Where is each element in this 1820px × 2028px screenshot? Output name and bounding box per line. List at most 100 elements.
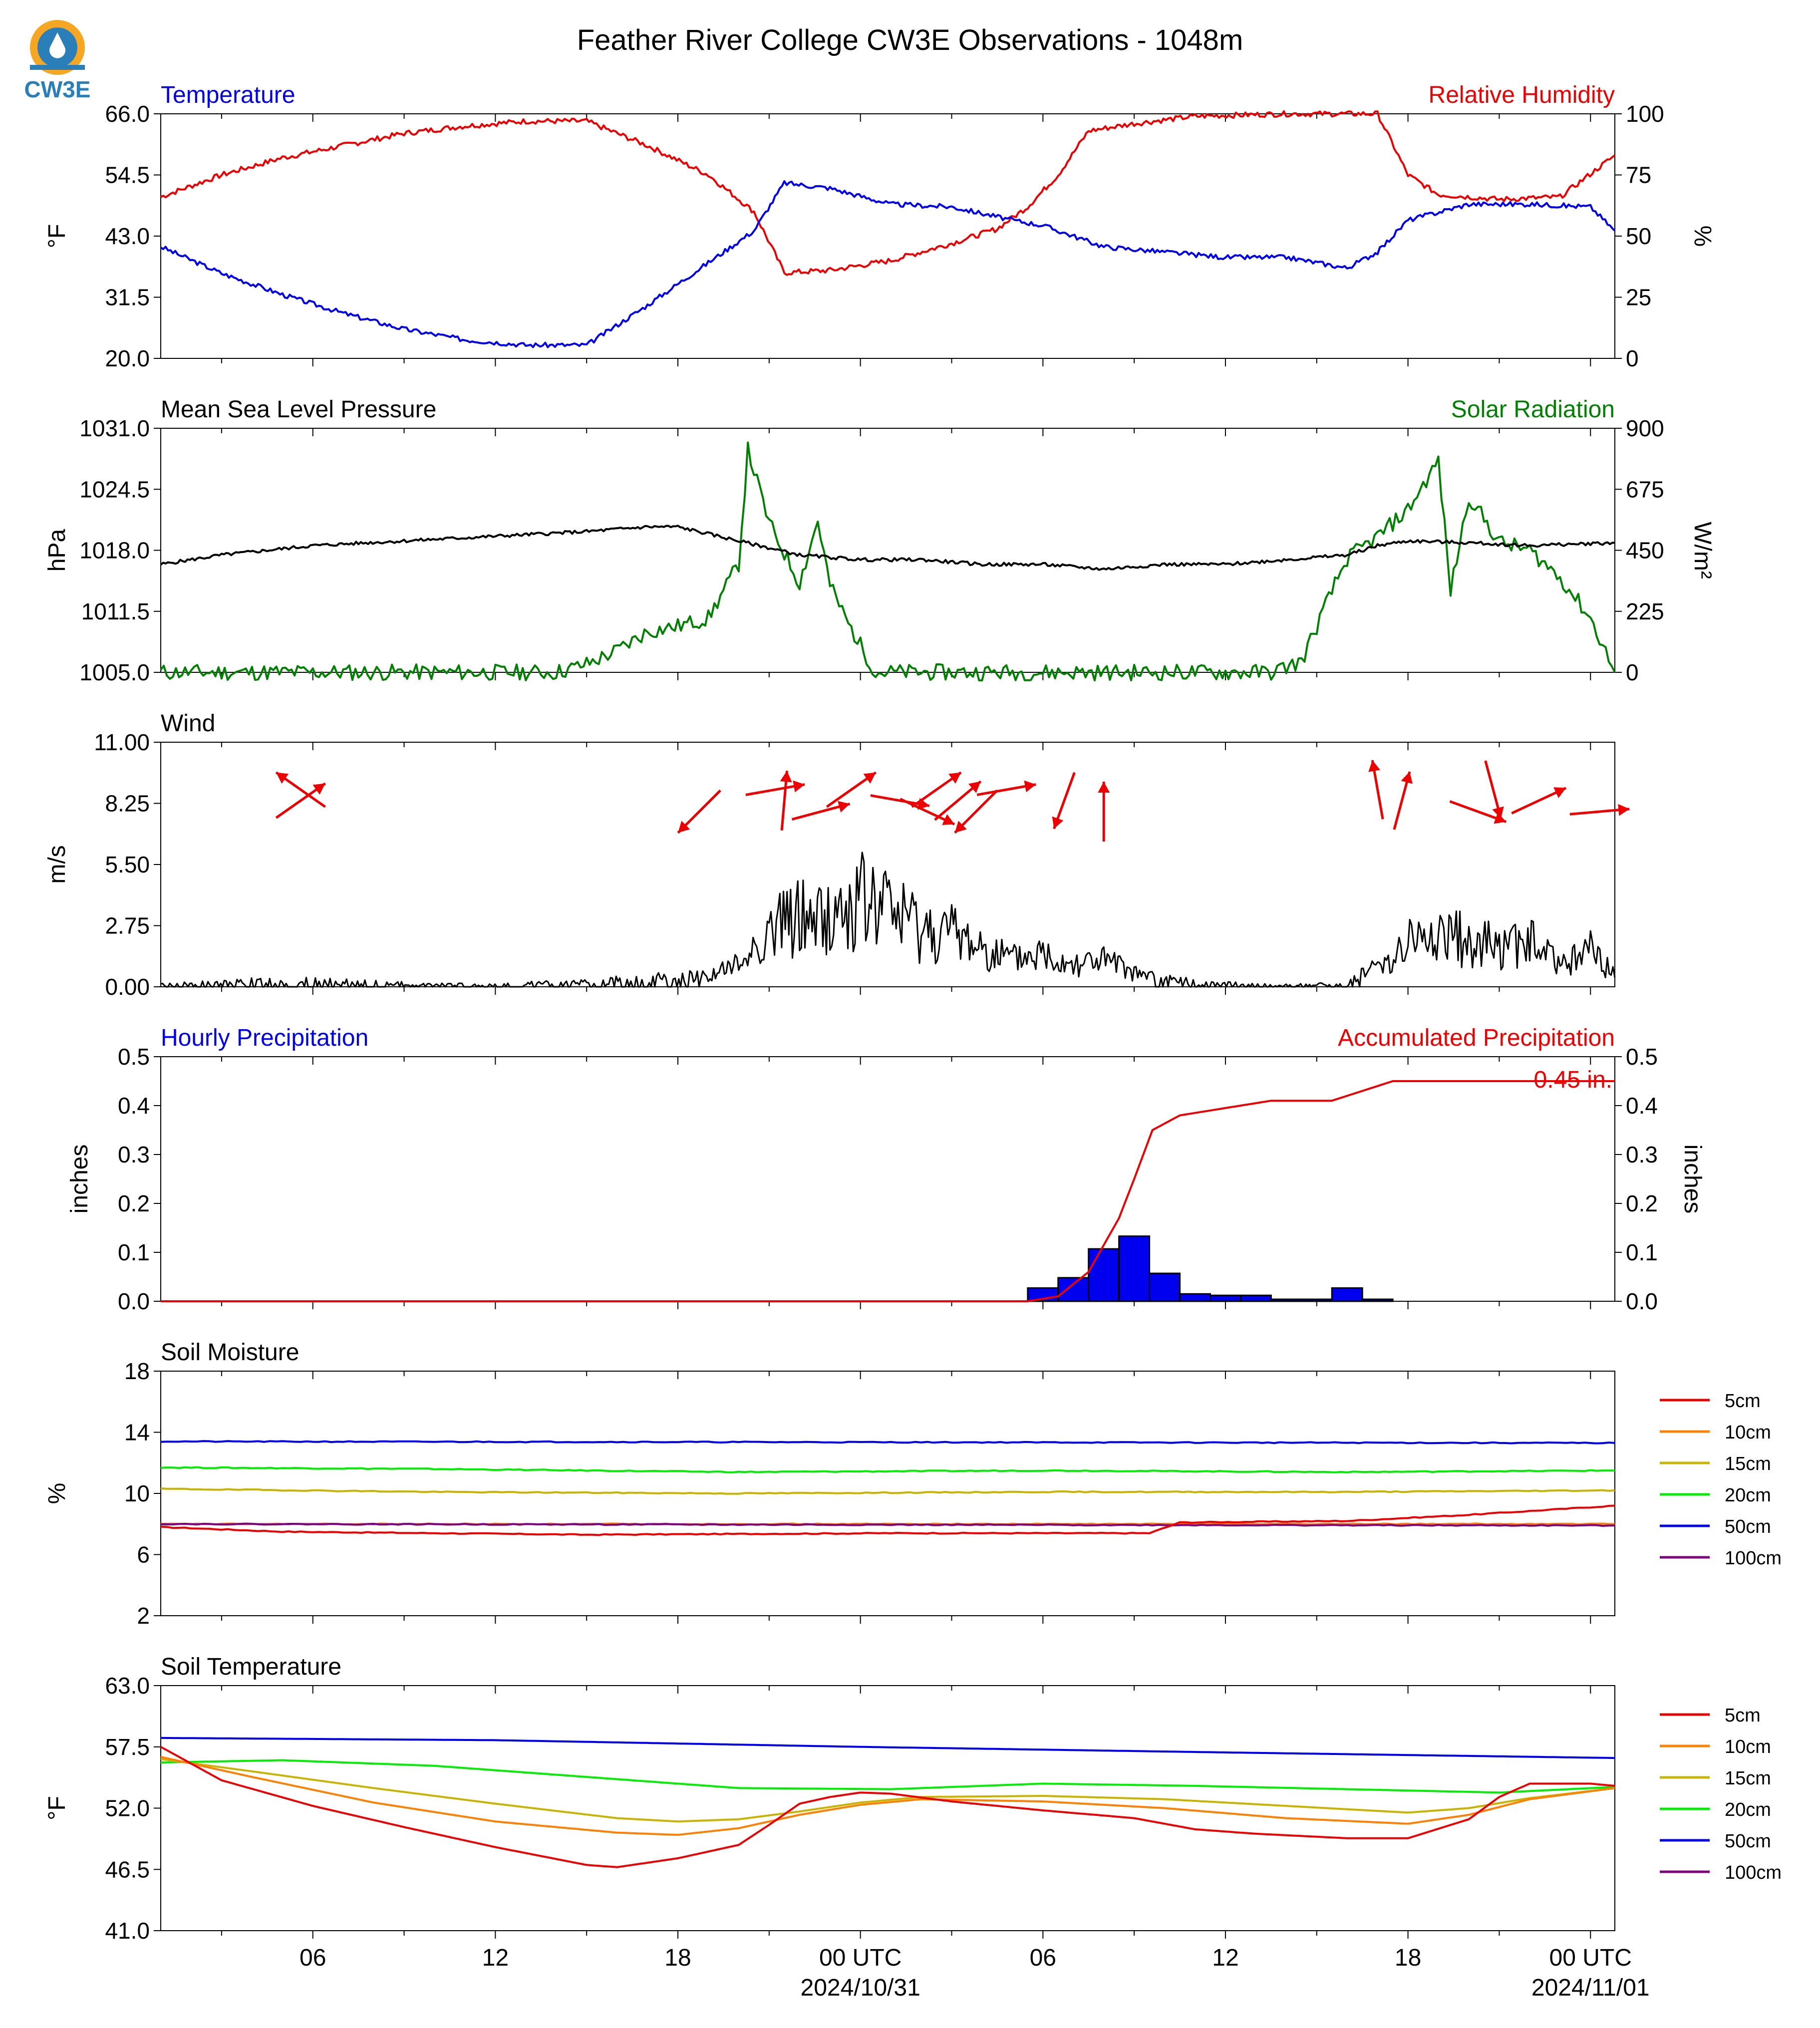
y-tick-label-right: 900 — [1626, 415, 1664, 441]
legend-label: 50cm — [1725, 1831, 1771, 1852]
panel-title-left: Wind — [161, 710, 215, 737]
panel-frame — [160, 1056, 1615, 1302]
y-tick-label-right: 225 — [1626, 598, 1664, 624]
cw3e-logo: CW3E — [24, 20, 90, 102]
wind-arrow — [1052, 772, 1076, 830]
panel-frame — [160, 1685, 1615, 1931]
series-line-soil-moisture-15cm — [160, 1487, 1615, 1495]
y-tick-label: 0.4 — [118, 1093, 150, 1119]
wind-arrow-head — [1368, 760, 1380, 772]
y-tick-label: 46.5 — [105, 1856, 150, 1882]
wind-arrow — [745, 780, 805, 796]
wind-arrow — [900, 798, 955, 826]
y-axis-label-left: % — [44, 1483, 70, 1504]
panel-title-right: Solar Radiation — [1451, 396, 1615, 423]
x-tick-label: 12 — [482, 1945, 509, 1971]
wind-arrow — [1511, 787, 1567, 815]
y-tick-label: 52.0 — [105, 1795, 150, 1821]
legend-label: 20cm — [1725, 1799, 1771, 1820]
wind-arrow — [1569, 804, 1630, 816]
y-tick-label-right: 0 — [1626, 659, 1639, 685]
x-tick-label: 18 — [1395, 1945, 1421, 1971]
y-tick-label: 2.75 — [105, 913, 150, 939]
legend-label: 5cm — [1725, 1391, 1761, 1412]
y-tick-label: 1018.0 — [79, 538, 150, 564]
y-tick-label: 20.0 — [105, 345, 150, 371]
series-line-soil-temp-10cm — [160, 1755, 1615, 1836]
legend-label: 100cm — [1725, 1862, 1782, 1883]
legend-label: 10cm — [1725, 1422, 1771, 1443]
wind-arrow-head — [1024, 780, 1036, 793]
wind-arrow — [275, 771, 326, 808]
panel-title-right: Relative Humidity — [1429, 82, 1615, 108]
y-tick-label: 5.50 — [105, 852, 150, 877]
y-tick-label-right: 0 — [1626, 345, 1639, 371]
y-tick-label-right: 100 — [1626, 101, 1664, 127]
panel-wind: Wind 11.00 8.25 5.50 2.75 0.00 m/s — [44, 710, 1630, 1000]
y-tick-label: 1024.5 — [79, 476, 150, 502]
wind-arrow-head — [1401, 772, 1413, 784]
y-tick-label-right: 0.5 — [1626, 1044, 1658, 1070]
wind-arrow — [934, 780, 982, 821]
y-tick-label: 1011.5 — [81, 598, 150, 624]
y-tick-label-right: 0.3 — [1626, 1142, 1658, 1167]
y-axis-label-right: % — [1689, 226, 1716, 247]
wind-arrow — [826, 771, 877, 808]
y-axis-label-left: °F — [44, 224, 70, 249]
y-tick-label: 66.0 — [105, 101, 150, 127]
y-axis-label-right: inches — [1679, 1145, 1706, 1214]
y-axis-label-left: hPa — [44, 529, 70, 572]
wind-arrow — [275, 782, 326, 819]
series-line-soil-moisture-20cm — [160, 1466, 1615, 1473]
y-tick-label-right: 25 — [1626, 285, 1651, 310]
precip-bar — [1361, 1298, 1394, 1302]
wind-arrow-head — [780, 771, 792, 783]
wind-arrow-head — [1618, 804, 1630, 816]
legend-label: 10cm — [1725, 1737, 1771, 1757]
y-tick-label: 0.3 — [118, 1142, 150, 1167]
series-line-pressure — [160, 525, 1615, 571]
precip-bar — [1118, 1235, 1151, 1302]
legend-label: 5cm — [1725, 1705, 1761, 1726]
legend-label: 50cm — [1725, 1516, 1771, 1537]
series-line-relative-humidity — [160, 110, 1616, 276]
y-tick-label: 8.25 — [105, 791, 150, 817]
x-date-label: 2024/11/01 — [1531, 1975, 1650, 2001]
series-line-wind-speed — [160, 852, 1616, 988]
wind-arrow-head — [838, 801, 850, 813]
x-date-label: 2024/10/31 — [801, 1975, 920, 2001]
y-tick-label-right: 0.0 — [1626, 1288, 1658, 1314]
y-tick-label: 0.5 — [118, 1044, 150, 1070]
wind-arrow-head — [793, 780, 805, 793]
y-tick-label-right: 0.2 — [1626, 1190, 1658, 1216]
y-tick-label-right: 675 — [1626, 476, 1664, 502]
precip-bar — [1300, 1298, 1333, 1302]
y-tick-label: 31.5 — [105, 285, 150, 310]
wind-arrow — [1368, 760, 1384, 820]
series-line-soil-temp-15cm — [160, 1758, 1615, 1823]
y-tick-label: 2 — [137, 1603, 150, 1629]
y-tick-label-right: 50 — [1626, 223, 1651, 249]
panel-pressure_solar: Mean Sea Level Pressure Solar Radiation 10… — [44, 396, 1716, 685]
x-tick-label: 00 UTC — [819, 1945, 902, 1971]
precip-bar — [1239, 1294, 1272, 1302]
panel-title-right: Accumulated Precipitation — [1338, 1025, 1615, 1051]
panel-title-left: Temperature — [161, 82, 295, 108]
series-line-soil-temp-20cm — [160, 1759, 1615, 1794]
wind-arrow — [780, 771, 792, 831]
y-tick-label: 0.2 — [118, 1190, 150, 1216]
x-tick-label: 12 — [1212, 1945, 1238, 1971]
y-axis-label-left: m/s — [44, 845, 70, 883]
wind-arrow-head — [1553, 787, 1566, 798]
precip-bar — [1179, 1293, 1211, 1302]
y-tick-label: 0.00 — [105, 974, 150, 1000]
panel-temp_rh: Temperature Relative Humidity 66.0 54.5 43.0… — [44, 82, 1716, 371]
series-line-soil-moisture-50cm — [160, 1440, 1615, 1445]
precip-bar — [1331, 1287, 1363, 1302]
x-tick-label: 18 — [664, 1945, 691, 1971]
panel-precip: Hourly Precipitation Accumulated Precipit… — [66, 1025, 1706, 1314]
figure-title: Feather River College CW3E Observations … — [577, 24, 1243, 56]
precip-bar — [1057, 1277, 1090, 1302]
y-tick-label-right: 75 — [1626, 162, 1651, 188]
